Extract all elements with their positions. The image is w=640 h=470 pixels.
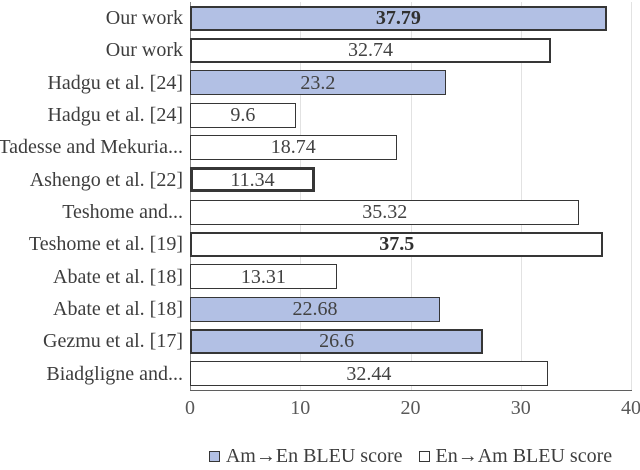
bar-row: Abate et al. [18] 13.31: [53, 261, 631, 293]
bar-am-en: 26.6: [190, 328, 484, 354]
bar-en-am: 35.32: [190, 199, 580, 225]
x-axis-line: [190, 389, 632, 391]
x-tick-label: 20: [400, 397, 421, 419]
gridline: [300, 2, 302, 390]
bar-rows: Our work 37.79 Our work 32.74 Hadgu et al. […: [0, 2, 631, 390]
bar-row: Teshome et al. [19] 37.5: [29, 228, 631, 260]
category-label: Abate et al. [18]: [53, 298, 183, 321]
gridline: [410, 2, 412, 390]
category-label: Our work: [105, 39, 183, 62]
value-label: 23.2: [300, 71, 336, 94]
bar-en-am: 32.44: [190, 361, 548, 387]
bar-am-en: 37.79: [190, 5, 607, 31]
x-tick-label: 10: [290, 397, 311, 419]
bar-en-am: 37.5: [190, 231, 604, 257]
x-tick-label: 30: [510, 397, 531, 419]
category-axis-line: [190, 2, 191, 390]
value-label: 26.6: [319, 330, 355, 353]
bar-row: Biadgligne and... 32.44: [46, 358, 631, 390]
bar-row: Tadesse and Mekuria... 18.74: [0, 131, 631, 163]
category-label: Teshome et al. [19]: [28, 233, 183, 256]
category-label: Teshome and...: [62, 201, 183, 224]
value-label: 37.79: [375, 7, 421, 30]
bar-row: Teshome and... 35.32: [62, 196, 631, 228]
value-label: 9.6: [230, 104, 256, 127]
bar-row: Abate et al. [18] 22.68: [53, 293, 631, 325]
gridline: [520, 2, 522, 390]
plot-area: Our work 37.79 Our work 32.74 Hadgu et al. […: [0, 2, 632, 391]
bar-en-am: 13.31: [190, 264, 337, 290]
legend-swatch-en-am: [418, 450, 430, 462]
legend-label: Am→En BLEU score: [225, 445, 403, 467]
value-label: 11.34: [230, 168, 275, 191]
value-label: 18.74: [270, 136, 316, 159]
bar-row: Our work 32.74: [106, 34, 631, 66]
category-label: Gezmu et al. [17]: [43, 330, 183, 353]
value-label: 13.31: [240, 265, 286, 288]
category-label: Tadesse and Mekuria...: [0, 136, 183, 159]
value-label: 37.5: [379, 233, 415, 256]
bar-am-en: 23.2: [190, 70, 446, 96]
bar-en-am: 9.6: [190, 102, 296, 128]
category-label: Hadgu et al. [24]: [47, 71, 183, 94]
bar-row: Our work 37.79: [106, 2, 631, 34]
bar-en-am: 18.74: [190, 134, 397, 160]
category-label: Biadgligne and...: [46, 362, 183, 385]
value-label: 32.74: [347, 39, 393, 62]
bar-row: Gezmu et al. [17] 26.6: [43, 325, 631, 357]
bar-en-am: 32.74: [190, 37, 551, 63]
legend-item: En→Am BLEU score: [418, 445, 613, 467]
bar-row: Hadgu et al. [24] 9.6: [47, 99, 631, 131]
value-label: 35.32: [362, 201, 408, 224]
category-label: Hadgu et al. [24]: [47, 104, 183, 127]
legend-swatch-am-en: [208, 450, 220, 462]
legend: Am→En BLEU score En→Am BLEU score: [190, 444, 631, 468]
gridline: [631, 2, 632, 390]
bar-en-am: 11.34: [190, 167, 316, 193]
category-label: Abate et al. [18]: [53, 265, 183, 288]
bar-row: Ashengo et al. [22] 11.34: [30, 164, 631, 196]
legend-item: Am→En BLEU score: [208, 445, 403, 467]
legend-label: En→Am BLEU score: [435, 445, 613, 467]
category-label: Our work: [105, 7, 183, 30]
category-label: Ashengo et al. [22]: [29, 168, 183, 191]
bar-row: Hadgu et al. [24] 23.2: [47, 67, 631, 99]
value-label: 22.68: [292, 298, 338, 321]
x-tick-label: 40: [621, 397, 640, 419]
x-tick-label: 0: [185, 397, 195, 419]
x-axis-ticks: 0 10 20 30 40: [185, 397, 640, 422]
value-label: 32.44: [346, 362, 392, 385]
bar-am-en: 22.68: [190, 296, 441, 322]
